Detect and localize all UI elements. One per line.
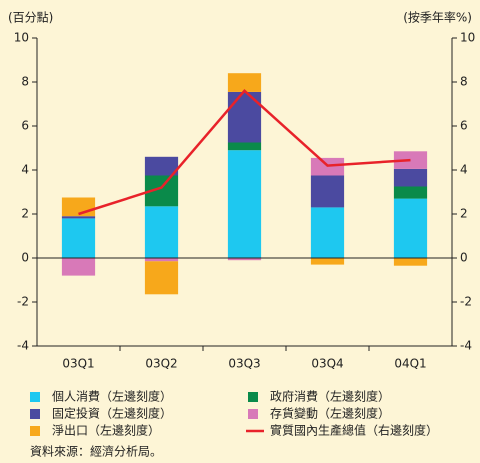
y-axis-label: (百分點) [8, 11, 53, 25]
y2-tick-label: 0 [460, 251, 468, 265]
source: 資料來源：經濟分析局。 [30, 444, 162, 459]
x-tick-label: 04Q1 [394, 357, 426, 371]
bar-segment [393, 258, 428, 266]
bar-segment [227, 73, 262, 92]
legend-label: 淨出口（左邊刻度） [52, 423, 160, 438]
bar-segment [144, 156, 179, 176]
bar-segment [227, 91, 262, 143]
x-tick-label: 03Q1 [62, 357, 94, 371]
bar-segment [310, 175, 345, 208]
bar-segment [310, 207, 345, 258]
bar-segment [393, 168, 428, 187]
x-tick-label: 03Q3 [228, 357, 260, 371]
bar-segment [227, 258, 262, 261]
legend-swatch [248, 409, 258, 419]
y-tick-label: 10 [14, 31, 29, 45]
y2-tick-label: 6 [460, 119, 468, 133]
y2-tick-label: -4 [460, 339, 472, 353]
bar-segment [393, 186, 428, 199]
legend-label: 存貨變動（左邊刻度） [270, 406, 390, 421]
legend-label: 固定投資（左邊刻度） [52, 406, 172, 421]
y-tick-label: -2 [17, 295, 29, 309]
bar-segment [144, 261, 179, 295]
line [78, 89, 411, 216]
bar-segment [144, 258, 179, 262]
bar-segment [61, 216, 96, 219]
x-tick-label: 03Q4 [311, 357, 343, 371]
y-tick-label: 0 [21, 251, 29, 265]
x-tick-label: 03Q2 [145, 357, 177, 371]
y2-tick-label: -2 [460, 295, 472, 309]
y-tick-label: 6 [21, 119, 29, 133]
y-tick-label: -4 [17, 339, 29, 353]
y2-tick-label: 10 [460, 31, 475, 45]
bar-segment [227, 150, 262, 258]
y2-tick-label: 8 [460, 75, 468, 89]
legend-swatch [30, 409, 40, 419]
bar-segment [393, 198, 428, 258]
y2-tick-label: 2 [460, 207, 468, 221]
y2-tick-label: 4 [460, 163, 468, 177]
y-tick-label: 8 [21, 75, 29, 89]
y2-axis-label: (按季年率%) [403, 10, 472, 25]
bar-segment [227, 142, 262, 151]
legend-label: 個人消費（左邊刻度） [52, 389, 172, 404]
y-tick-label: 2 [21, 207, 29, 221]
y-tick-label: 4 [21, 163, 29, 177]
bar-segment [61, 218, 96, 258]
legend-swatch [30, 426, 40, 436]
bar-segment [144, 206, 179, 258]
legend-label: 政府消費（左邊刻度） [270, 389, 390, 404]
legend-label: 實質國內生產總值（右邊刻度） [270, 423, 438, 438]
legend-swatch [30, 392, 40, 402]
bar-segment [61, 258, 96, 276]
legend-swatch [248, 392, 258, 402]
bar-segment [310, 258, 345, 265]
